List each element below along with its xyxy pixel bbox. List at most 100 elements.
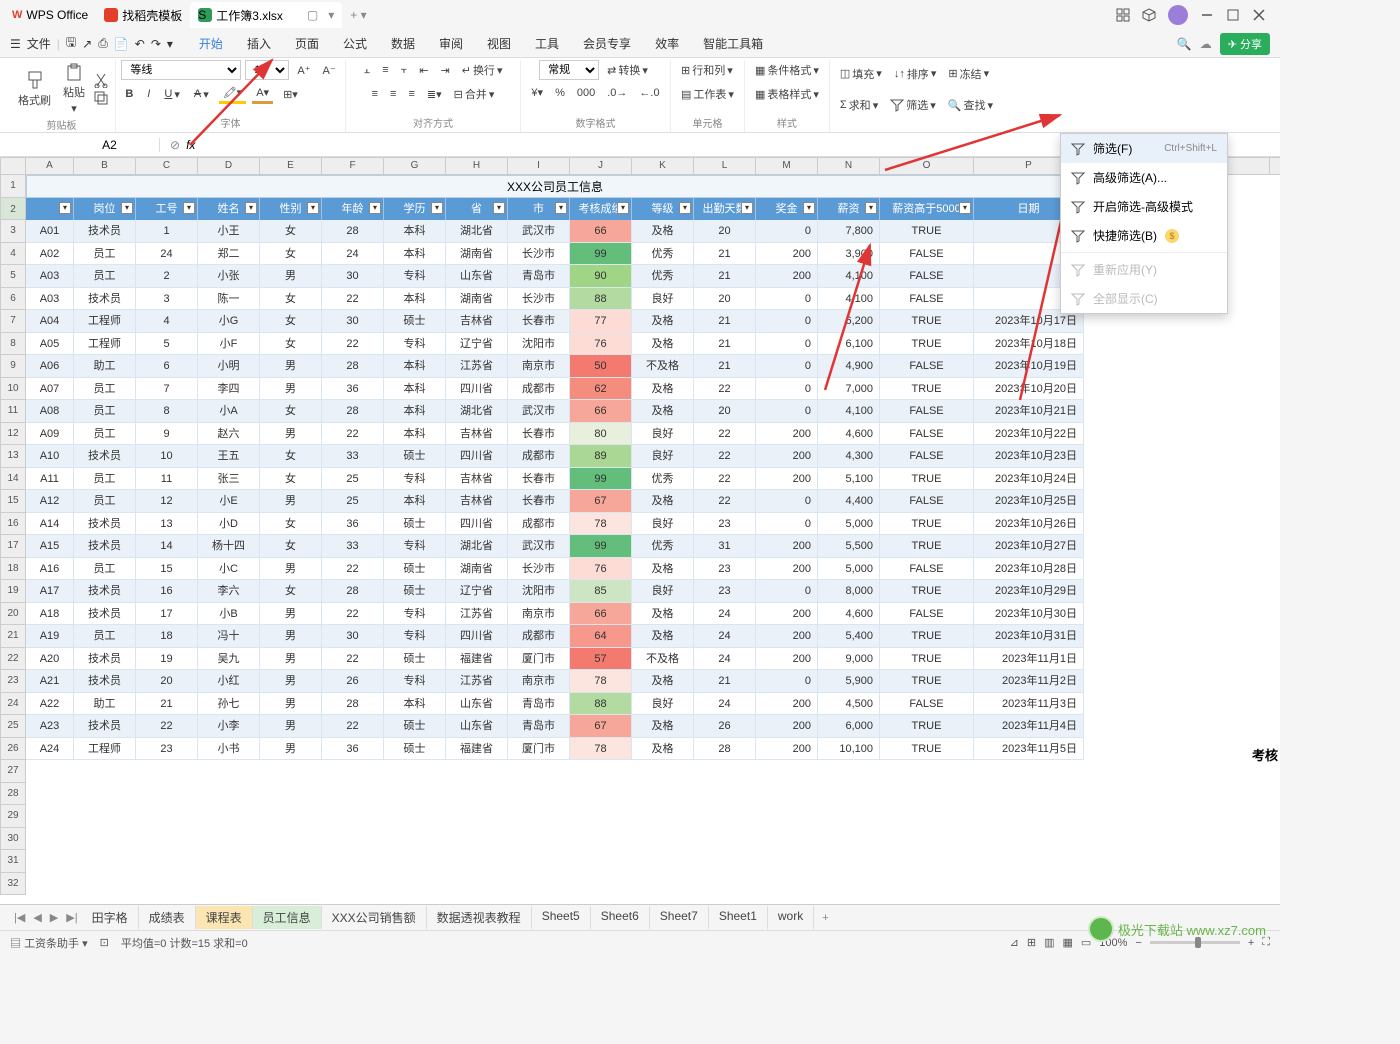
cell[interactable]: 男	[260, 423, 322, 446]
cell[interactable]: 青岛市	[508, 265, 570, 288]
cell[interactable]: 3,900	[818, 243, 880, 266]
cell[interactable]: 硕士	[384, 648, 446, 671]
cell[interactable]: 男	[260, 738, 322, 761]
view-grid-icon[interactable]: ⊿	[1010, 936, 1019, 949]
filter-dropdown-icon[interactable]: ▾	[369, 202, 381, 214]
cell[interactable]: 30	[322, 625, 384, 648]
column-header[interactable]: 出勤天数▾	[694, 198, 756, 221]
cell[interactable]: 2023年10月31日	[974, 625, 1084, 648]
filter-dropdown-icon[interactable]: ▾	[679, 202, 691, 214]
cell[interactable]: 5,500	[818, 535, 880, 558]
cell[interactable]: 小李	[198, 715, 260, 738]
cell[interactable]: 5	[136, 333, 198, 356]
cell[interactable]: 女	[260, 580, 322, 603]
font-select[interactable]: 等线	[121, 60, 241, 80]
filter-dropdown-icon[interactable]: ▾	[307, 202, 319, 214]
cell[interactable]: 2023年11月5日	[974, 738, 1084, 761]
cell[interactable]: 长春市	[508, 490, 570, 513]
cell[interactable]: 小A	[198, 400, 260, 423]
cell[interactable]: 李四	[198, 378, 260, 401]
cell[interactable]: 28	[322, 355, 384, 378]
dropdown-item[interactable]: 快捷筛选(B)$	[1061, 221, 1227, 250]
cell[interactable]: 本科	[384, 220, 446, 243]
cell[interactable]: 21	[694, 355, 756, 378]
cell[interactable]: 男	[260, 693, 322, 716]
cell[interactable]: 长沙市	[508, 243, 570, 266]
row-header[interactable]: 9	[0, 355, 26, 378]
cell[interactable]: 郑二	[198, 243, 260, 266]
cell[interactable]: 员工	[74, 468, 136, 491]
menu-tab-2[interactable]: 页面	[295, 35, 319, 52]
row-header[interactable]: 4	[0, 243, 26, 266]
cell[interactable]: 78	[570, 513, 632, 536]
cell[interactable]: 4,100	[818, 400, 880, 423]
column-header[interactable]: ▾	[26, 198, 74, 221]
cell[interactable]: 21	[694, 243, 756, 266]
cell[interactable]: TRUE	[880, 513, 974, 536]
col-header[interactable]: H	[446, 157, 508, 175]
cell[interactable]: FALSE	[880, 490, 974, 513]
cell[interactable]: 0	[756, 220, 818, 243]
sheet-tab[interactable]: Sheet7	[650, 906, 709, 929]
cell[interactable]: 杨十四	[198, 535, 260, 558]
cell[interactable]: 专科	[384, 625, 446, 648]
cell[interactable]: TRUE	[880, 333, 974, 356]
cell[interactable]: FALSE	[880, 243, 974, 266]
cell[interactable]: A22	[26, 693, 74, 716]
cell[interactable]: 吉林省	[446, 468, 508, 491]
cell[interactable]: 技术员	[74, 670, 136, 693]
app-tab[interactable]: WWPS Office	[4, 2, 96, 28]
cube-icon[interactable]	[1142, 8, 1156, 22]
menu-tab-7[interactable]: 工具	[535, 35, 559, 52]
cell[interactable]: 硕士	[384, 738, 446, 761]
cell[interactable]: 33	[322, 445, 384, 468]
format-painter-button[interactable]: 格式刷	[14, 68, 55, 110]
cell[interactable]: 33	[322, 535, 384, 558]
cell[interactable]: 及格	[632, 490, 694, 513]
sheet-tab[interactable]: Sheet1	[709, 906, 768, 929]
row-header[interactable]: 28	[0, 783, 26, 806]
cell[interactable]: 小F	[198, 333, 260, 356]
cell[interactable]: A09	[26, 423, 74, 446]
cell[interactable]: 2023年10月20日	[974, 378, 1084, 401]
row-header[interactable]: 3	[0, 220, 26, 243]
cell[interactable]: 6,100	[818, 333, 880, 356]
cell[interactable]: 2023年10月28日	[974, 558, 1084, 581]
col-header[interactable]: I	[508, 157, 570, 175]
cell[interactable]: 张三	[198, 468, 260, 491]
row-col-button[interactable]: ⊞ 行和列▾	[677, 60, 737, 80]
cell[interactable]: 南京市	[508, 603, 570, 626]
cell[interactable]: 硕士	[384, 513, 446, 536]
cell[interactable]: 男	[260, 355, 322, 378]
cell[interactable]: 及格	[632, 378, 694, 401]
cell[interactable]: 武汉市	[508, 400, 570, 423]
col-header[interactable]: M	[756, 157, 818, 175]
cell[interactable]: 11	[136, 468, 198, 491]
cell[interactable]: 2023年10月30日	[974, 603, 1084, 626]
column-header[interactable]: 工号▾	[136, 198, 198, 221]
cell[interactable]: 及格	[632, 220, 694, 243]
column-header[interactable]: 性别▾	[260, 198, 322, 221]
cell[interactable]: 武汉市	[508, 535, 570, 558]
fill-button[interactable]: ◫ 填充▾	[836, 64, 886, 84]
cell[interactable]: 0	[756, 670, 818, 693]
file-menu[interactable]: 文件	[27, 35, 51, 52]
worksheet-button[interactable]: ▤ 工作表▾	[677, 84, 738, 104]
merge-button[interactable]: ⊟ 合并▾	[450, 84, 499, 104]
cell[interactable]: A15	[26, 535, 74, 558]
more-icon[interactable]: ▾	[167, 37, 173, 51]
cell[interactable]: 21	[694, 670, 756, 693]
nav-first-icon[interactable]: |◀	[10, 911, 29, 924]
col-header[interactable]: L	[694, 157, 756, 175]
cell[interactable]: 200	[756, 468, 818, 491]
cell[interactable]: 2023年11月2日	[974, 670, 1084, 693]
cell[interactable]: 优秀	[632, 535, 694, 558]
cell[interactable]: A17	[26, 580, 74, 603]
cell[interactable]: 76	[570, 558, 632, 581]
cell[interactable]: 南京市	[508, 670, 570, 693]
cell[interactable]: A07	[26, 378, 74, 401]
cell[interactable]: 23	[694, 580, 756, 603]
cell[interactable]: 2023年10月26日	[974, 513, 1084, 536]
cell[interactable]: 31	[694, 535, 756, 558]
cell[interactable]: 女	[260, 310, 322, 333]
